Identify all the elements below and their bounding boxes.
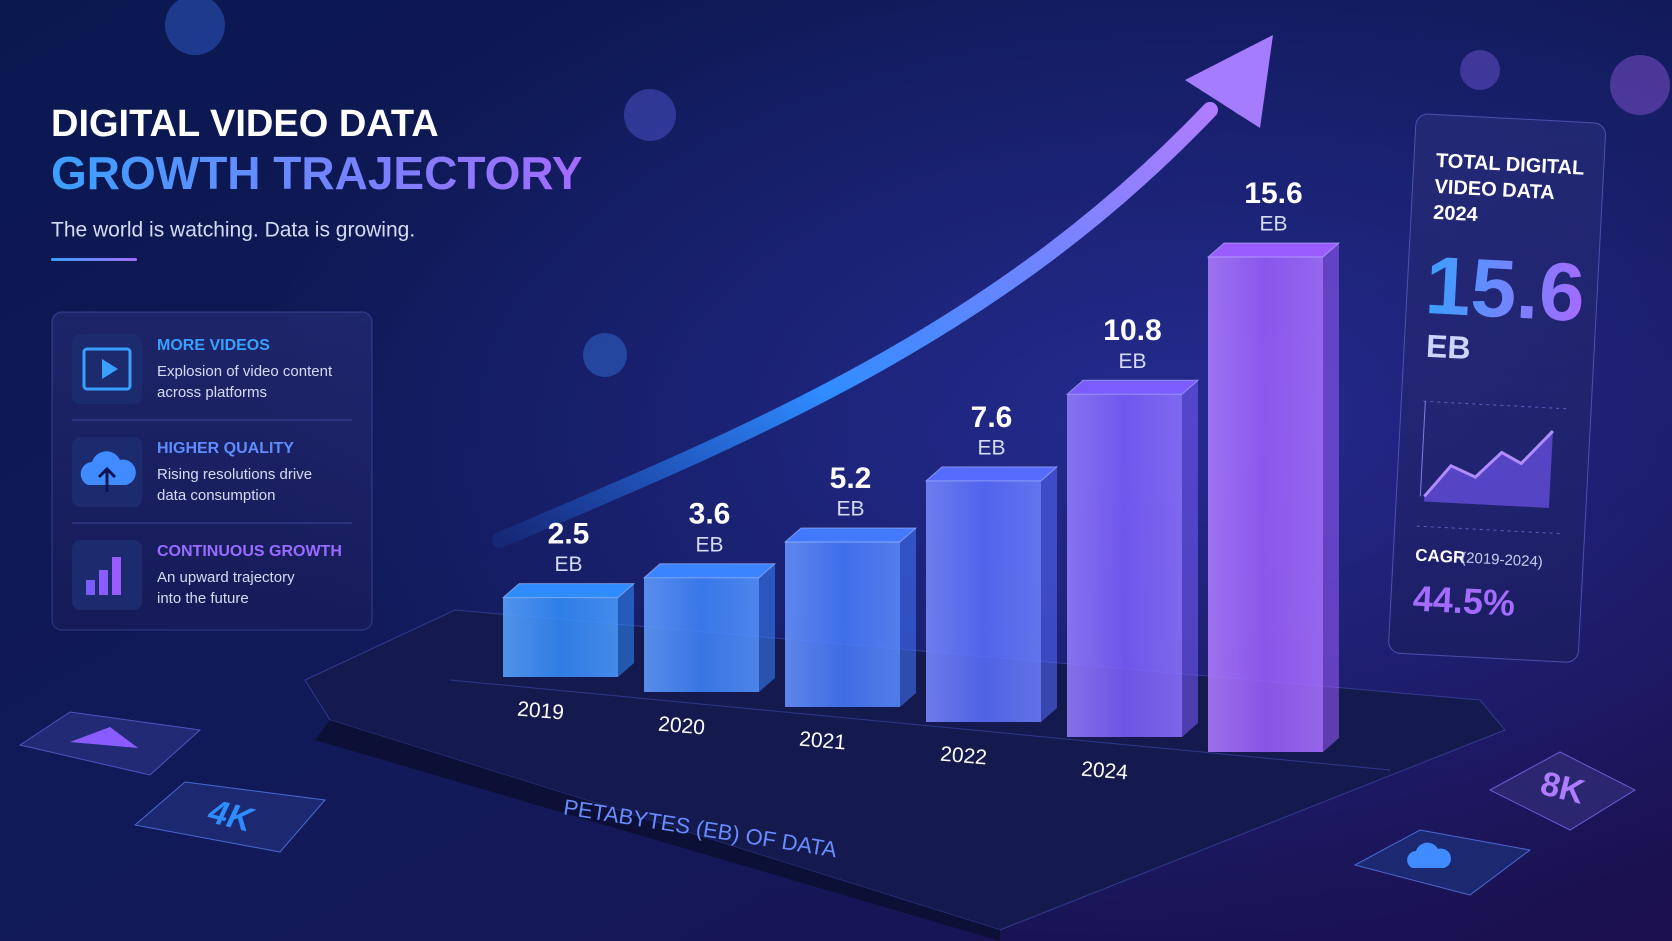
play-tile: [18, 711, 202, 776]
platform-edge: [315, 720, 1000, 941]
bar-top: [1206, 242, 1341, 258]
icon-bars: [72, 540, 142, 610]
x-tick-label: 2024: [1080, 758, 1129, 785]
value-label: 7.6: [971, 401, 1013, 434]
feature-text: An upward trajectory: [157, 569, 295, 586]
x-tick-label: 2021: [798, 728, 847, 755]
value-label: 15.6: [1244, 177, 1302, 210]
badge-4k-tile: [133, 781, 326, 853]
mini-grid: [1423, 400, 1570, 410]
bar-top: [501, 583, 636, 599]
bar-sheen: [644, 577, 759, 692]
unit-label: EB: [836, 498, 864, 521]
icon-video: [72, 334, 142, 404]
bar-side: [1323, 243, 1339, 752]
unit-label: EB: [1118, 350, 1146, 373]
mini-area: [1424, 431, 1553, 508]
x-tick-label: 2019: [516, 698, 565, 725]
feature-text: into the future: [157, 590, 249, 607]
summary-panel: [1388, 113, 1606, 663]
feature-text: Explosion of video content: [157, 363, 333, 380]
title-line1: DIGITAL VIDEO DATA: [51, 103, 439, 145]
summary-title: 2024: [1433, 202, 1479, 226]
feature-text: data consumption: [157, 487, 275, 504]
unit-label: EB: [554, 553, 582, 576]
bar-sheen: [1208, 257, 1323, 752]
icon-cloud: [72, 437, 142, 507]
value-label: 3.6: [689, 498, 731, 531]
bar-top: [1065, 379, 1200, 395]
bar-sheen: [503, 597, 618, 677]
growth-arrow: [492, 102, 1218, 548]
feature-text: Rising resolutions drive: [157, 466, 312, 483]
cagr-label: CAGR: [1415, 546, 1466, 568]
cloud-tile: [1353, 829, 1532, 896]
cagr-period: (2019-2024): [1461, 549, 1544, 570]
unit-label: EB: [695, 533, 723, 556]
unit-label: EB: [977, 436, 1005, 459]
value-label: 5.2: [830, 462, 872, 495]
unit-label: EB: [1259, 213, 1287, 236]
x-tick-label: 2022: [939, 743, 988, 770]
x-tick-label: 2020: [657, 713, 706, 740]
bar-side: [759, 563, 775, 692]
bar-side: [1041, 466, 1057, 722]
platform-line: [449, 679, 1391, 771]
badge-8k-tile: [1488, 751, 1637, 831]
cagr-value: 44.5%: [1412, 578, 1516, 624]
bar-sheen: [926, 480, 1041, 722]
value-label: 10.8: [1103, 314, 1161, 347]
mini-line: [1423, 430, 1555, 498]
bar-top: [783, 527, 918, 543]
bokeh: [165, 0, 1670, 377]
feature-title: HIGHER QUALITY: [157, 440, 294, 457]
summary-unit: EB: [1425, 328, 1471, 366]
bar-chart: 2.5EB20193.6EB20205.2EB20217.6EB202210.8…: [501, 177, 1341, 862]
bar-top: [924, 466, 1059, 482]
feature-title: MORE VIDEOS: [157, 337, 270, 354]
feature-title: CONTINUOUS GROWTH: [157, 543, 342, 560]
mini-axis: [1419, 401, 1426, 497]
value-label: 2.5: [548, 518, 590, 551]
bar-side: [1182, 380, 1198, 737]
mini-grid: [1416, 525, 1563, 535]
growth-arrowhead: [1185, 35, 1273, 128]
subtitle-underline: [51, 258, 137, 261]
bar-sheen: [1067, 394, 1182, 737]
summary-value: 15.6: [1423, 240, 1587, 339]
bar-side: [900, 528, 916, 707]
feature-text: across platforms: [157, 384, 267, 401]
bar-top: [642, 563, 777, 579]
summary-panel-group: TOTAL DIGITAL VIDEO DATA 2024 15.6 EB CA…: [1388, 113, 1606, 663]
subtitle: The world is watching. Data is growing.: [51, 219, 415, 242]
bar-side: [618, 583, 634, 677]
bar-sheen: [785, 542, 900, 707]
title-line2: GROWTH TRAJECTORY: [51, 147, 583, 199]
